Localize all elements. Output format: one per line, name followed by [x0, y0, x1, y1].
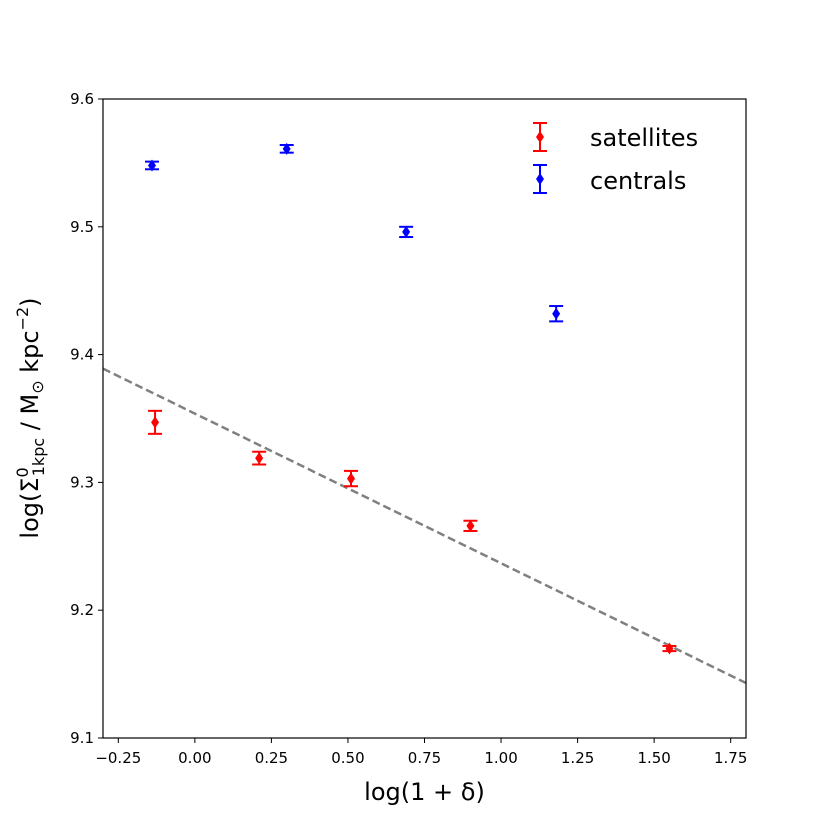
legend-marker-satellites — [533, 122, 547, 152]
y-axis-label: log(Σ01kpc / M⊙ kpc−2) — [13, 297, 48, 538]
y-tick-label: 9.5 — [70, 218, 94, 236]
data-point-centrals — [399, 225, 414, 239]
marker-centrals — [147, 159, 156, 172]
marker-centrals — [402, 225, 411, 238]
data-point-satellites — [662, 642, 677, 655]
marker-satellites — [347, 472, 356, 485]
data-point-centrals — [279, 142, 294, 155]
x-tick-label: 1.75 — [714, 749, 747, 767]
data-point-satellites — [344, 469, 359, 488]
data-point-satellites — [463, 519, 478, 532]
marker-satellites — [255, 452, 264, 465]
marker-satellites — [151, 416, 160, 429]
data-point-satellites — [148, 409, 163, 435]
legend-marker-centrals — [533, 164, 547, 194]
marker-centrals — [552, 307, 561, 320]
y-tick-label: 9.4 — [70, 346, 94, 364]
legend-label-satellites: satellites — [590, 124, 698, 152]
x-tick-label: 0.00 — [178, 749, 211, 767]
y-tick-label: 9.2 — [70, 601, 94, 619]
data-point-satellites — [252, 450, 267, 466]
y-tick-label: 9.6 — [70, 90, 94, 108]
marker-satellites — [466, 519, 475, 532]
axis-ticks: −0.25 0.00 0.25 0.50 0.75 1.00 1.25 1.50 1.75 9.1… — [70, 90, 747, 767]
legend-label-centrals: centrals — [590, 167, 686, 195]
marker-satellites — [665, 642, 674, 655]
y-tick-label: 9.3 — [70, 473, 94, 491]
plot-area — [102, 142, 747, 685]
data-point-centrals — [549, 305, 564, 323]
x-tick-label: 0.75 — [408, 749, 441, 767]
fit-line — [102, 367, 747, 685]
x-tick-label: 1.00 — [484, 749, 517, 767]
x-tick-label: 0.50 — [331, 749, 364, 767]
x-tick-label: 0.25 — [255, 749, 288, 767]
y-tick-label: 9.1 — [70, 729, 94, 747]
x-axis-label: log(1 + δ) — [364, 778, 485, 806]
data-point-centrals — [144, 159, 159, 172]
x-tick-label: 1.50 — [637, 749, 670, 767]
x-tick-label: 1.25 — [561, 749, 594, 767]
legend: satellites centrals — [533, 122, 698, 195]
axes-frame — [102, 98, 747, 739]
marker-centrals — [282, 142, 291, 155]
x-tick-label: −0.25 — [95, 749, 141, 767]
